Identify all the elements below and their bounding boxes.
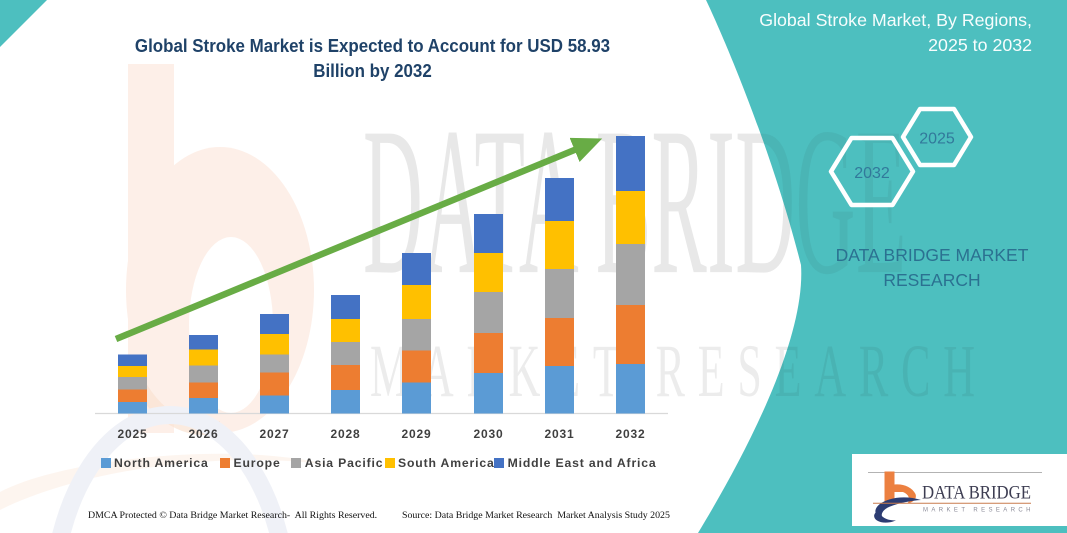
svg-text:MARKET RESEARCH: MARKET RESEARCH: [923, 508, 1034, 514]
svg-text:2032: 2032: [854, 165, 890, 182]
svg-text:DATA BRIDGE: DATA BRIDGE: [922, 484, 1031, 504]
svg-text:2025: 2025: [919, 131, 955, 148]
